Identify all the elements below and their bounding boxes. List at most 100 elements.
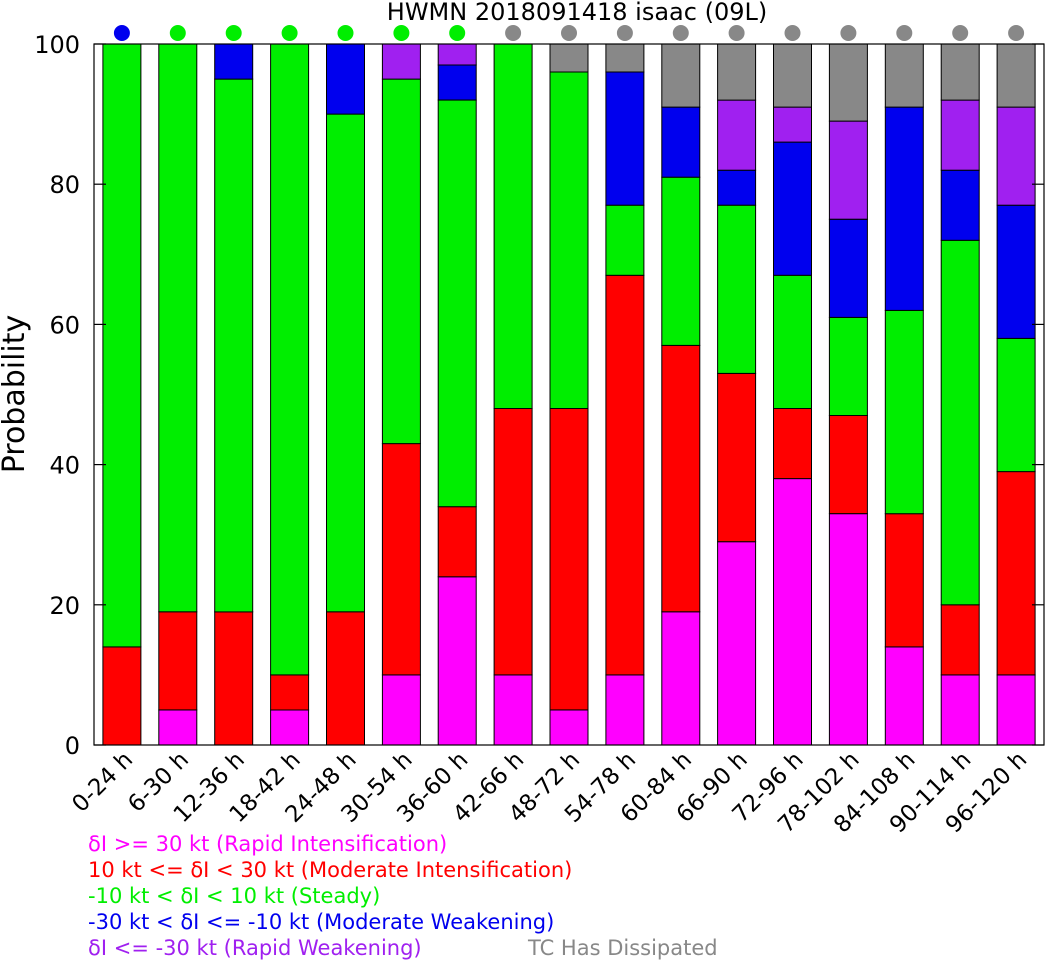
status-dot-6	[449, 25, 466, 41]
bar-segment-12-2	[773, 274, 812, 409]
bar-segment-5-2	[381, 78, 421, 445]
bar-segment-4-1	[326, 611, 365, 746]
axes	[93, 43, 1045, 746]
bar-segment-16-3	[996, 204, 1036, 339]
y-axis-label: Probability	[0, 315, 32, 474]
chart-title: HWMN 2018091418 isaac (09L)	[387, 0, 767, 26]
bar-segment-2-3	[214, 43, 254, 80]
y-tick-label-0: 0	[65, 732, 80, 760]
bar-segment-10-2	[661, 176, 701, 346]
bar-segment-12-0	[773, 478, 812, 746]
status-dot-8	[561, 25, 577, 41]
legend: δI >= 30 kt (Rapid Intensification)10 kt…	[88, 832, 718, 960]
status-dot-2	[225, 25, 242, 41]
bar-segment-11-3	[717, 169, 757, 206]
bar-segment-11-4	[717, 99, 757, 171]
bar-segment-3-1	[270, 674, 310, 711]
bar-segment-7-0	[493, 674, 533, 746]
bars	[102, 43, 1036, 746]
y-tick-label-4: 80	[49, 171, 80, 199]
bar-segment-9-0	[605, 674, 645, 746]
bar-segment-8-5	[549, 43, 589, 73]
status-dot-15	[952, 25, 969, 41]
bar-segment-10-3	[661, 106, 701, 178]
bar-segment-15-1	[940, 604, 980, 676]
status-dot-5	[393, 25, 410, 41]
bar-segment-14-2	[884, 309, 924, 515]
x-tick-labels: 0-24 h6-30 h12-36 h18-42 h24-48 h30-54 h…	[67, 747, 1032, 838]
plot-frame	[93, 43, 1045, 746]
bar-segment-13-3	[828, 218, 868, 318]
bar-segment-8-0	[549, 709, 589, 746]
bar-segment-6-0	[437, 576, 477, 746]
status-dot-1	[169, 25, 186, 41]
y-tick-label-1: 20	[49, 592, 80, 620]
bar-segment-6-1	[437, 506, 477, 578]
bar-segment-13-4	[828, 120, 868, 220]
bar-segment-13-2	[828, 316, 868, 416]
bar-segment-8-2	[549, 71, 589, 409]
bar-segment-16-2	[996, 337, 1036, 473]
bar-segment-9-3	[605, 71, 645, 206]
legend-entry-5: TC Has Dissipated	[527, 936, 718, 960]
bar-segment-10-5	[661, 43, 701, 108]
status-dot-11	[728, 25, 745, 41]
status-dot-14	[896, 25, 913, 41]
bar-segment-11-0	[717, 541, 757, 746]
bar-segment-11-5	[717, 43, 757, 101]
status-dot-10	[672, 25, 689, 41]
bar-segment-16-0	[996, 674, 1036, 746]
status-dot-13	[840, 25, 857, 41]
bar-segment-13-1	[828, 415, 868, 515]
status-dot-12	[784, 25, 801, 41]
bar-segment-2-2	[214, 78, 254, 613]
bar-segment-13-0	[828, 513, 868, 746]
bar-segment-1-2	[158, 43, 198, 613]
bar-segment-6-4	[437, 43, 477, 66]
bar-segment-1-1	[158, 611, 198, 711]
bar-segment-15-4	[940, 99, 980, 171]
bar-segment-13-5	[828, 43, 868, 122]
bar-segment-15-2	[940, 239, 980, 606]
y-ticks: 0 20 40 60 80 100	[34, 31, 1044, 760]
bar-segment-0-2	[102, 43, 142, 648]
bar-segment-15-0	[940, 674, 980, 746]
bar-segment-3-0	[270, 709, 310, 746]
bar-segment-4-2	[326, 113, 365, 613]
bar-segment-12-5	[773, 43, 812, 108]
status-dot-0	[113, 25, 130, 41]
y-tick-label-3: 60	[49, 311, 80, 339]
status-dot-4	[337, 25, 354, 41]
bar-segment-12-3	[773, 141, 812, 276]
bar-segment-14-5	[884, 43, 924, 108]
legend-entry-4: δI <= -30 kt (Rapid Weakening)	[88, 936, 422, 960]
bar-segment-5-1	[381, 443, 421, 676]
status-dot-7	[505, 25, 522, 41]
y-tick-label-5: 100	[34, 31, 80, 59]
bar-segment-5-0	[381, 674, 421, 746]
bar-segment-16-1	[996, 471, 1036, 676]
status-dots	[113, 25, 1025, 41]
bar-segment-2-1	[214, 611, 254, 746]
bar-segment-3-2	[270, 43, 310, 676]
legend-entry-0: δI >= 30 kt (Rapid Intensification)	[88, 832, 447, 856]
legend-entry-1: 10 kt <= δI < 30 kt (Moderate Intensific…	[88, 858, 572, 882]
legend-entry-3: -30 kt < δI <= -10 kt (Moderate Weakenin…	[88, 910, 554, 934]
bar-segment-11-1	[717, 373, 757, 543]
bar-segment-15-3	[940, 169, 980, 241]
legend-entry-2: -10 kt < δI < 10 kt (Steady)	[88, 884, 380, 908]
bar-segment-10-1	[661, 344, 701, 613]
bar-segment-7-1	[493, 408, 533, 676]
bar-segment-14-3	[884, 106, 924, 311]
y-tick-label-2: 40	[49, 452, 80, 480]
bar-segment-8-1	[549, 408, 589, 711]
bar-segment-12-1	[773, 408, 812, 480]
bar-segment-4-3	[326, 43, 365, 115]
status-dot-16	[1008, 25, 1025, 41]
bar-segment-6-3	[437, 64, 477, 101]
bar-segment-9-5	[605, 43, 645, 73]
bar-segment-7-2	[493, 43, 533, 409]
bar-segment-14-0	[884, 646, 924, 746]
bar-segment-5-4	[381, 43, 421, 80]
